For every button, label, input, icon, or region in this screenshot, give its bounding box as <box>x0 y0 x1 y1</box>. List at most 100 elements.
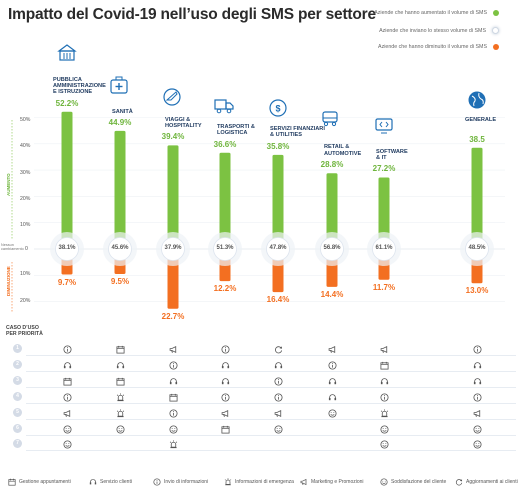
calendar-icon <box>115 345 125 354</box>
bar-increased <box>471 147 483 249</box>
smiley-icon <box>273 425 283 434</box>
bubble-same <box>266 237 290 261</box>
smiley-icon <box>379 440 389 449</box>
y-tick-down-20: 20% <box>20 298 31 304</box>
headset-icon <box>63 362 71 369</box>
priority-rank: 1 <box>13 344 22 353</box>
legend-decreased-label: Aziende che hanno diminuito il volume di… <box>378 44 487 50</box>
data-label-same: 38.1% <box>58 245 76 251</box>
grid-row-divider <box>26 371 516 372</box>
info-icon <box>472 393 482 402</box>
use-case-legend-label: Gestione appuntamenti <box>19 479 71 485</box>
category-label: SOFTWARE & IT <box>376 148 408 162</box>
headset-icon <box>473 378 481 385</box>
y-tick-50: 50% <box>20 117 31 123</box>
bubble-same <box>213 237 237 261</box>
smiley-icon <box>168 425 178 434</box>
grid-row-divider <box>26 403 516 404</box>
category-label: TRASPORTI & LOGISTICA <box>217 123 255 137</box>
grid-row-divider <box>26 419 516 420</box>
headset-icon <box>89 479 97 485</box>
category-label: VIAGGI & HOSPITALITY <box>165 116 202 129</box>
car-icon <box>322 111 338 127</box>
headset-icon <box>221 378 229 385</box>
y-tick-zero: 0 <box>25 246 28 252</box>
calendar-icon <box>8 478 16 486</box>
use-case-legend-label: Servizio clienti <box>100 479 132 485</box>
info-icon <box>220 345 230 354</box>
use-case-legend-item: Marketing e Promozioni <box>300 478 364 486</box>
data-label-decreased: 22.7% <box>161 311 185 321</box>
info-icon <box>273 377 283 386</box>
data-label-increased: 35.8% <box>266 141 290 151</box>
data-label-increased: 52.2% <box>55 98 79 108</box>
bar-increased <box>378 177 390 249</box>
use-case-legend-item: Soddisfazione del cliente <box>380 478 446 486</box>
headset-icon <box>169 378 177 385</box>
green-dot-icon <box>493 10 499 16</box>
legend-increased-label: Aziende che hanno aumentato il volume di… <box>374 10 487 16</box>
use-case-legend-label: Aggiornamenti ai clienti <box>466 479 518 485</box>
priority-rank: 3 <box>13 376 22 385</box>
use-case-title-line-1: CASO D’USO <box>6 325 39 331</box>
grid-row-divider <box>26 387 516 388</box>
smiley-icon <box>115 425 125 434</box>
use-case-legend-item: Servizio clienti <box>89 478 132 486</box>
smiley-icon <box>472 425 482 434</box>
grid-row-divider <box>26 435 516 436</box>
info-icon <box>168 409 178 418</box>
smiley-icon <box>472 440 482 449</box>
bubble-same <box>372 237 396 261</box>
alarm-icon <box>169 440 177 449</box>
megaphone-icon <box>63 409 70 418</box>
use-case-legend-label: Invio di informazioni <box>164 479 209 485</box>
data-label-increased: 27.2% <box>372 164 396 174</box>
truck-icon <box>214 99 234 114</box>
calendar-icon <box>168 393 178 402</box>
megaphone-icon <box>274 409 281 418</box>
use-case-legend-item: Informazioni di emergenza <box>224 478 294 486</box>
headset-icon <box>328 394 336 401</box>
megaphone-icon <box>221 409 228 418</box>
priority-rank: 2 <box>13 360 22 369</box>
info-icon <box>327 361 337 370</box>
refresh-icon <box>455 479 463 486</box>
alarm-icon <box>116 393 124 402</box>
data-label-decreased: 14.4% <box>320 289 344 299</box>
info-icon <box>62 393 72 402</box>
use-case-legend-item: Aggiornamenti ai clienti <box>455 478 518 486</box>
info-icon <box>62 345 72 354</box>
code-icon <box>375 118 393 134</box>
use-case-legend-label: Informazioni di emergenza <box>235 479 294 485</box>
alarm-icon <box>116 409 124 418</box>
building-icon <box>57 44 77 61</box>
data-label-decreased: 11.7% <box>372 282 396 292</box>
calendar-icon <box>62 377 72 386</box>
bar-increased <box>326 173 338 249</box>
bubble-same <box>161 237 185 261</box>
data-label-decreased: 16.4% <box>266 295 290 305</box>
smiley-icon <box>379 425 389 434</box>
data-label-increased: 39.4% <box>161 132 185 142</box>
priority-rank: 7 <box>13 439 22 448</box>
smiley-icon <box>327 409 337 418</box>
smiley-icon <box>380 478 388 486</box>
data-label-decreased: 9.5% <box>110 276 130 286</box>
data-label-same: 51.3% <box>216 245 234 251</box>
bar-increased <box>167 145 179 249</box>
bubble-same <box>55 237 79 261</box>
megaphone-icon <box>380 345 387 354</box>
bubble-same <box>108 237 132 261</box>
headset-icon <box>328 378 336 385</box>
calendar-icon <box>379 361 389 370</box>
headset-icon <box>116 362 124 369</box>
bubble-same <box>465 237 489 261</box>
bar-increased <box>114 130 126 249</box>
data-label-decreased: 13.0% <box>465 286 489 296</box>
data-label-same: 37.9% <box>164 245 182 251</box>
megaphone-icon <box>328 345 335 354</box>
bar-increased <box>219 152 231 249</box>
category-label: RETAIL & AUTOMOTIVE <box>324 144 362 157</box>
alarm-icon <box>380 409 388 418</box>
